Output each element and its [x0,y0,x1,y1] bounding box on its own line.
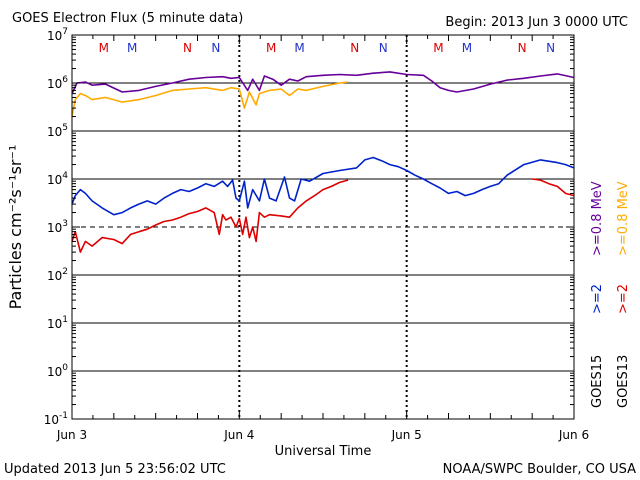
x-tick-label: Jun 4 [223,428,254,442]
legend-goes15-lo: >=2 [590,284,605,314]
y-tick-label: 102 [47,267,68,283]
legend-goes15-label: GOES15 [590,355,605,408]
satellite-marker: M [99,41,109,55]
y-tick-label: 106 [47,75,68,91]
y-tick-label: 101 [47,315,68,331]
satellite-marker: N [211,41,220,55]
chart-title: GOES Electron Flux (5 minute data) [12,11,243,26]
series-line-goes15-2-mev [71,156,575,216]
series-line-goes13-0-8-mev [71,81,349,117]
y-tick-label: 105 [47,123,68,139]
series-line-goes13-2-mev-b [532,178,575,197]
y-axis-label: Particles cm⁻²s⁻¹sr⁻¹ [6,145,25,310]
credit-label: NOAA/SWPC Boulder, CO USA [443,462,636,477]
series-line-goes13-2-mev [71,179,349,253]
legend-goes13-hi: >=0.8 MeV [616,181,631,256]
series-line-goes15-0-8-mev [71,71,575,94]
midnight-markers [238,35,408,419]
legend-goes13: GOES13 >=2 >=0.8 MeV [616,181,631,408]
y-tick-label: 100 [47,363,68,379]
x-axis-ticks: Jun 3 Jun 4 Jun 5 Jun 6 [56,35,589,442]
satellite-marker: M [127,41,137,55]
satellite-marker: M [462,41,472,55]
y-tick-label: 107 [47,27,68,43]
series-group [71,71,575,253]
x-tick-label: Jun 5 [391,428,422,442]
x-axis-label: Universal Time [275,444,372,459]
satellite-marker: M [294,41,304,55]
legend-goes13-label: GOES13 [616,355,631,408]
legend-goes15: GOES15 >=2 >=0.8 MeV [590,181,605,408]
updated-timestamp: Updated 2013 Jun 5 23:56:02 UTC [4,462,226,477]
satellite-marker: M [433,41,443,55]
begin-label: Begin: 2013 Jun 3 0000 UTC [445,15,628,30]
x-tick-label: Jun 6 [558,428,589,442]
satellite-marker: N [546,41,555,55]
y-tick-label: 103 [47,219,68,235]
legend-goes15-hi: >=0.8 MeV [590,181,605,256]
gridlines [72,82,574,372]
satellite-marker: N [379,41,388,55]
satellite-marker: N [350,41,359,55]
satellite-marker: N [183,41,192,55]
satellite-marker: M [266,41,276,55]
y-tick-label: 10-1 [44,411,68,427]
legend-goes13-lo: >=2 [616,284,631,314]
y-tick-label: 104 [47,171,68,187]
y-axis-ticks: 107 106 105 104 103 102 101 100 10-1 [44,27,574,427]
x-tick-label: Jun 3 [56,428,87,442]
satellite-marker: N [518,41,527,55]
